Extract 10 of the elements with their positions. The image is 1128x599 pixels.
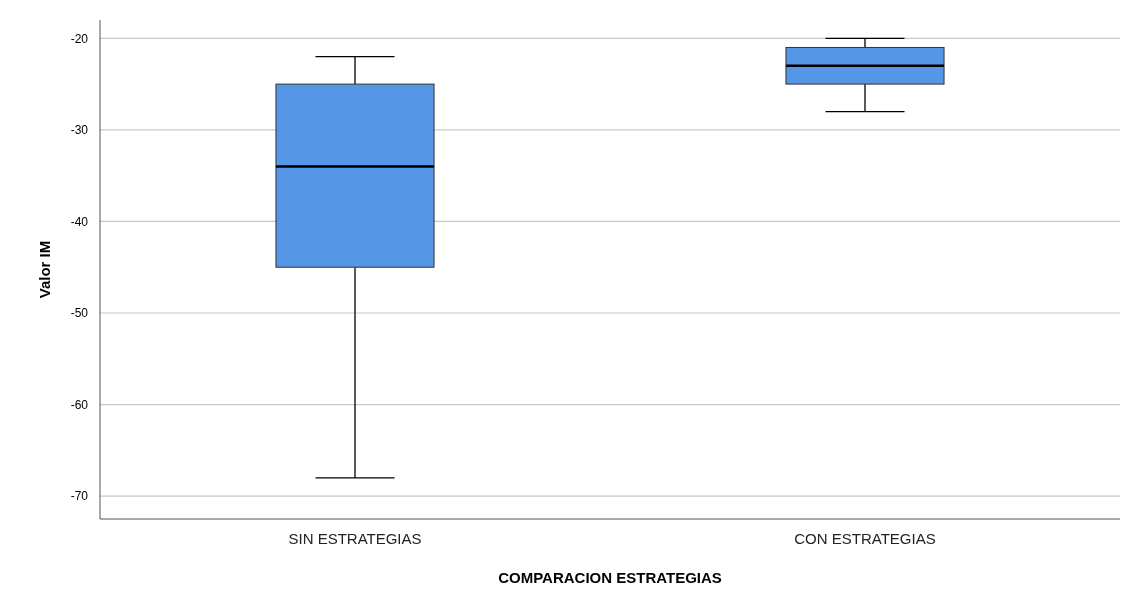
y-tick-label: -20: [70, 31, 89, 46]
x-axis-title: COMPARACION ESTRATEGIAS: [498, 569, 722, 586]
x-tick-label: SIN ESTRATEGIAS: [288, 530, 422, 547]
y-axis-title: Valor IM: [36, 240, 53, 299]
y-tick-label: -40: [70, 214, 89, 229]
x-tick-label: CON ESTRATEGIAS: [794, 530, 936, 547]
y-tick-label: -60: [70, 397, 89, 412]
y-tick-label: -30: [70, 123, 89, 138]
y-tick-label: -70: [70, 489, 89, 504]
y-tick-label: -50: [70, 306, 89, 321]
